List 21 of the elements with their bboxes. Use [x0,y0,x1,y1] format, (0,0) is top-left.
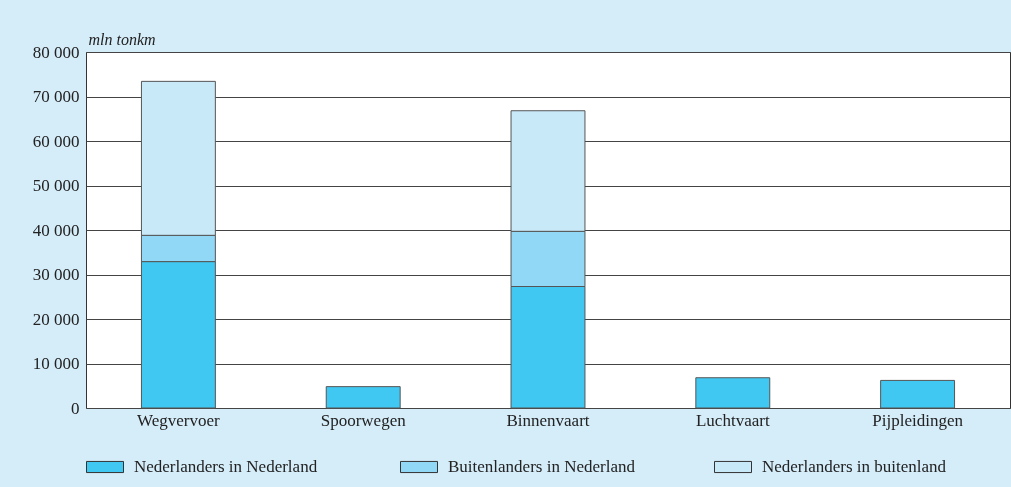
bar [880,379,956,409]
x-tick-label: Luchtvaart [695,410,770,430]
y-tick-label: 20 000 [32,309,80,329]
x-tick-label: Spoorwegen [320,410,407,430]
y-tick-label: 40 000 [32,220,80,240]
legend-label: Nederlanders in Nederland [134,457,318,476]
y-tick-label: 10 000 [32,354,80,373]
legend-label: Buitenlanders in Nederland [448,457,636,476]
x-tick-label: Binnenvaart [506,410,590,430]
y-tick-label: 80 000 [32,42,80,62]
y-tick-label: 60 000 [32,131,80,151]
bar [325,386,401,409]
x-tick-label: Pijpleidingen [872,410,964,430]
y-axis-title: mln tonkm [88,30,156,48]
y-tick-label: 0 [71,398,80,418]
legend-label: Nederlanders in buitenland [762,457,947,476]
y-tick-label: 70 000 [32,87,80,106]
bar [695,377,771,409]
y-tick-label: 50 000 [32,176,80,195]
x-tick-label: Wegvervoer [137,410,221,430]
y-tick-label: 30 000 [32,265,80,284]
